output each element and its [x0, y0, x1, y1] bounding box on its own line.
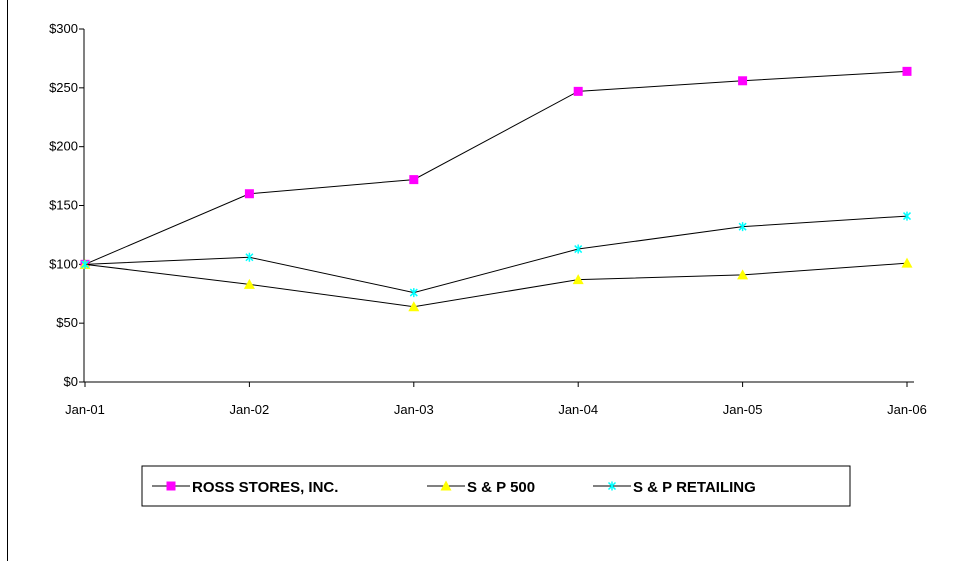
series-line [84, 215, 908, 294]
x-tick-label: Jan-05 [723, 402, 763, 417]
y-tick-label: $250 [49, 80, 78, 95]
y-tick-label: $0 [64, 374, 78, 389]
axes [83, 29, 914, 383]
data-point [901, 257, 913, 268]
y-axis-ticks: $0 $50 $100 $150 $200 $250 $300 [49, 21, 84, 389]
y-tick-label: $200 [49, 139, 78, 154]
series-line [84, 262, 908, 308]
y-tick-label: $150 [49, 198, 78, 213]
data-point [737, 269, 749, 280]
legend-entry: S & P RETAILING [593, 479, 756, 496]
x-tick-label: Jan-01 [65, 402, 105, 417]
legend-box [141, 465, 851, 507]
x-tick-label: Jan-06 [887, 402, 927, 417]
series-line [84, 70, 908, 265]
data-point [409, 175, 419, 185]
x-tick-label: Jan-03 [394, 402, 434, 417]
data-point [245, 252, 254, 262]
x-tick-label: Jan-02 [230, 402, 270, 417]
series-2 [79, 257, 913, 312]
legend-marker [607, 481, 617, 491]
data-point [738, 222, 747, 232]
data-point [574, 244, 583, 254]
y-tick-label: $300 [49, 21, 78, 36]
data-point [408, 301, 420, 312]
legend-label: S & P 500 [467, 479, 535, 496]
legend-entry: S & P 500 [427, 479, 535, 496]
chart-border [7, 0, 8, 561]
data-point [572, 274, 584, 285]
x-tick-label: Jan-04 [558, 402, 598, 417]
x-axis-ticks: Jan-01 Jan-02 Jan-03 Jan-04 Jan-05 Jan-06 [65, 382, 927, 417]
data-point [738, 76, 748, 86]
series-group [79, 66, 913, 312]
series-3 [80, 211, 912, 298]
legend: ROSS STORES, INC. S & P 500 S & P RETAILIN… [141, 465, 851, 507]
legend-marker [440, 480, 452, 491]
legend-label: ROSS STORES, INC. [192, 479, 338, 496]
data-point [573, 86, 583, 96]
y-tick-label: $100 [49, 256, 78, 271]
legend-label: S & P RETAILING [633, 479, 756, 496]
data-point [409, 288, 418, 298]
data-point [902, 211, 912, 221]
data-point [80, 259, 90, 269]
legend-entry: ROSS STORES, INC. [152, 479, 338, 496]
data-point [243, 278, 255, 289]
y-tick-label: $50 [56, 315, 78, 330]
data-point [902, 66, 912, 76]
legend-marker [166, 481, 176, 491]
data-point [244, 189, 254, 199]
series-1 [80, 66, 912, 269]
